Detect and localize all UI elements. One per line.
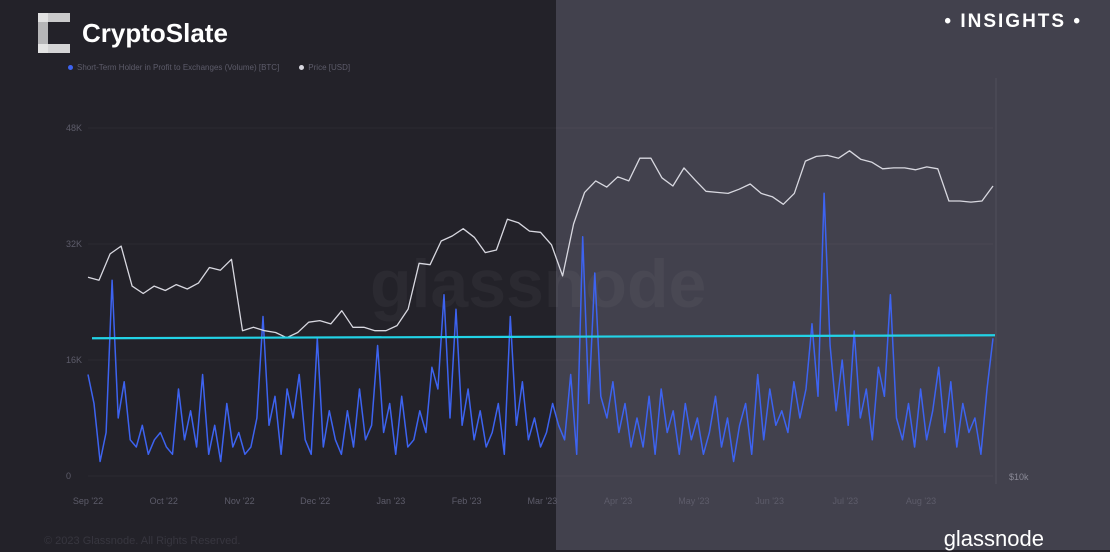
insights-badge: • INSIGHTS • [944, 11, 1082, 32]
threshold-line [91, 334, 996, 340]
legend-item-price[interactable]: Price [USD] [299, 63, 350, 72]
x-tick-label: Jun '23 [755, 496, 784, 506]
x-tick-label: Mar '23 [528, 496, 558, 506]
cryptoslate-logo-icon [38, 13, 70, 53]
x-tick-label: Jan '23 [377, 496, 406, 506]
volume-series-line [87, 192, 994, 463]
price-series-line [87, 150, 994, 339]
chart-background-right [556, 0, 1110, 550]
chart-legend: Short-Term Holder in Profit to Exchanges… [68, 63, 350, 72]
x-tick-label: May '23 [678, 496, 709, 506]
y-tick-label: 16K [66, 355, 82, 365]
x-tick-label: Jul '23 [832, 496, 858, 506]
x-tick-label: Sep '22 [73, 496, 103, 506]
legend-label-volume: Short-Term Holder in Profit to Exchanges… [77, 63, 280, 72]
glassnode-logo: glassnode [943, 526, 1044, 551]
chart-background-left [0, 0, 556, 550]
x-tick-label: Aug '23 [906, 496, 936, 506]
legend-item-volume[interactable]: Short-Term Holder in Profit to Exchanges… [68, 63, 279, 72]
legend-dot-volume [68, 65, 73, 71]
x-tick-label: Dec '22 [300, 496, 330, 506]
y-tick-label: 48K [66, 123, 82, 133]
x-tick-label: Apr '23 [604, 496, 632, 506]
y-tick-label: 32K [66, 239, 82, 249]
legend-dot-price [299, 65, 305, 71]
brand-name: CryptoSlate [82, 17, 228, 48]
watermark: glassnode [370, 245, 706, 323]
x-tick-label: Feb '23 [452, 496, 482, 506]
legend-label-price: Price [USD] [308, 63, 351, 72]
y-tick-label: 0 [66, 471, 71, 481]
x-tick-label: Oct '22 [150, 496, 178, 506]
x-tick-label: Nov '22 [224, 496, 254, 506]
copyright: © 2023 Glassnode. All Rights Reserved. [44, 535, 241, 547]
y-right-tick-label: $10k [1009, 472, 1029, 482]
brand-logo: CryptoSlate [38, 13, 228, 53]
